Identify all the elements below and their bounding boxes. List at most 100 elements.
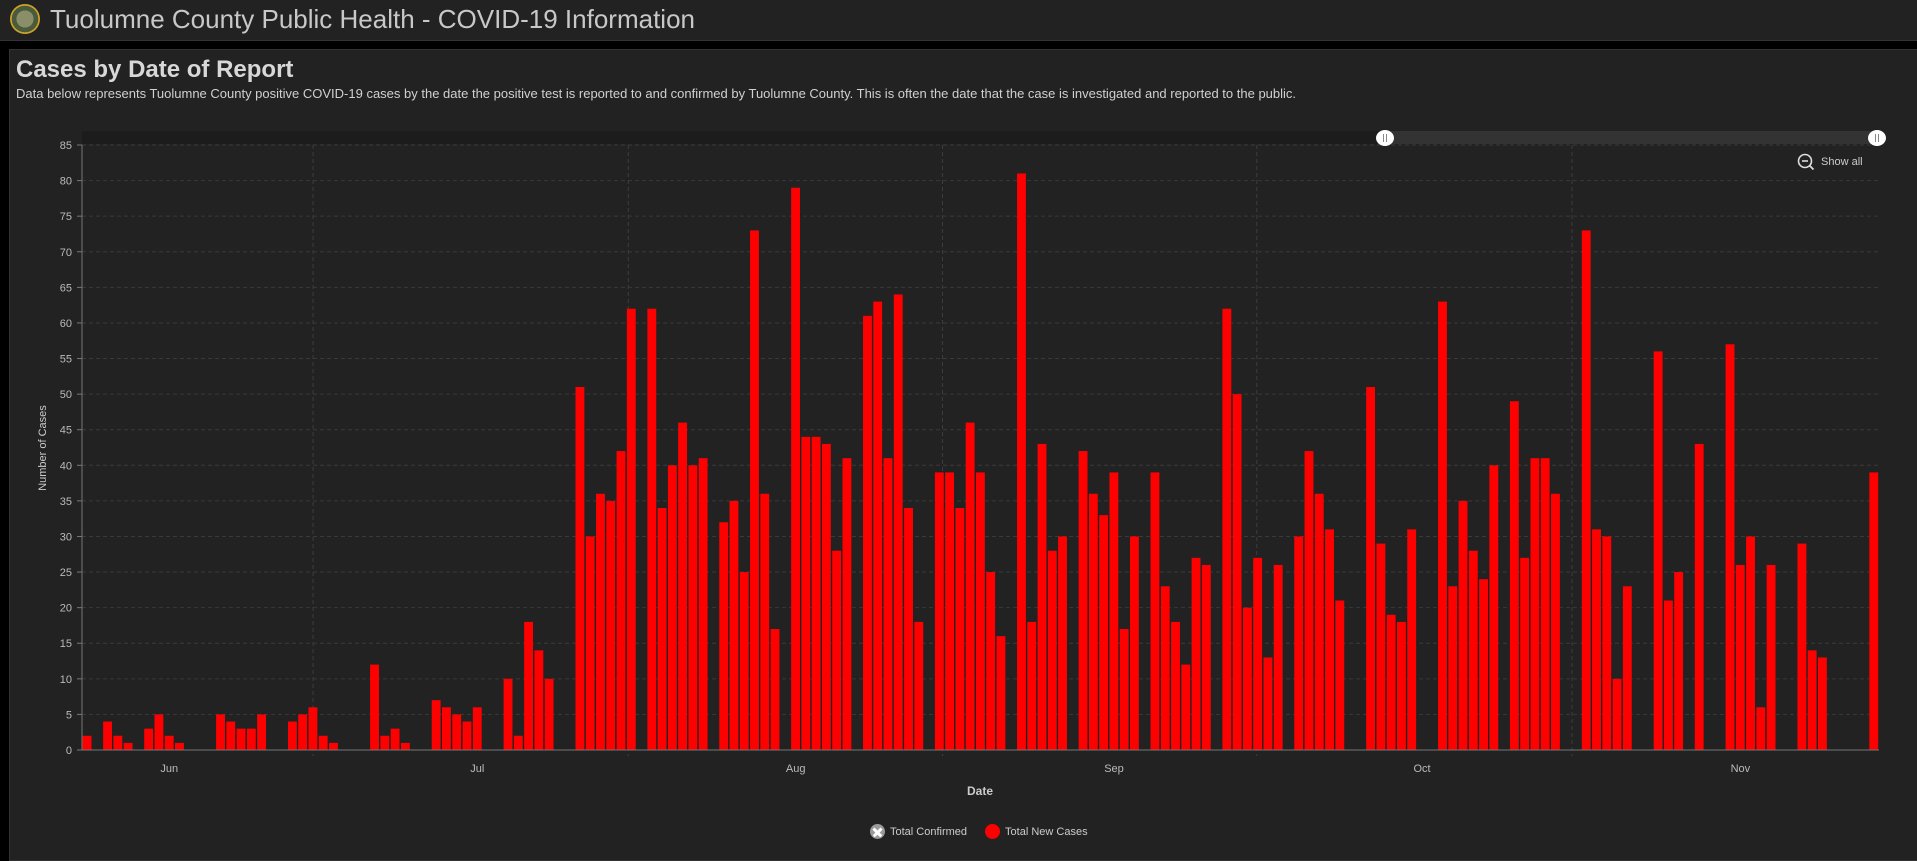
bar-total-new-cases[interactable] xyxy=(821,443,831,750)
bar-total-new-cases[interactable] xyxy=(1592,529,1601,750)
bar-total-new-cases[interactable] xyxy=(914,621,924,750)
bar-total-new-cases[interactable] xyxy=(1099,515,1109,750)
bar-total-new-cases[interactable] xyxy=(1735,564,1745,750)
bar-total-new-cases[interactable] xyxy=(1027,621,1037,750)
bar-total-new-cases[interactable] xyxy=(370,664,379,750)
bar-total-new-cases[interactable] xyxy=(965,422,975,750)
bar-total-new-cases[interactable] xyxy=(1304,451,1314,750)
bar-total-new-cases[interactable] xyxy=(934,472,944,750)
bar-total-new-cases[interactable] xyxy=(729,500,739,750)
bar-total-new-cases[interactable] xyxy=(1509,401,1519,750)
bar-total-new-cases[interactable] xyxy=(1489,465,1499,750)
slider-handle-left[interactable] xyxy=(1376,130,1394,146)
bar-total-new-cases[interactable] xyxy=(1438,301,1447,750)
bar-total-new-cases[interactable] xyxy=(1017,173,1026,750)
bar-total-new-cases[interactable] xyxy=(329,742,338,750)
bar-total-new-cases[interactable] xyxy=(667,465,677,750)
bar-total-new-cases[interactable] xyxy=(472,707,482,750)
bar-total-new-cases[interactable] xyxy=(770,629,780,750)
bar-total-new-cases[interactable] xyxy=(318,735,328,750)
bar-total-new-cases[interactable] xyxy=(975,472,985,750)
bar-total-new-cases[interactable] xyxy=(1047,550,1057,750)
bar-total-new-cases[interactable] xyxy=(1171,621,1180,750)
slider-selected-range[interactable] xyxy=(1385,131,1879,144)
bar-total-new-cases[interactable] xyxy=(1458,500,1468,750)
bar-total-new-cases[interactable] xyxy=(1520,557,1530,750)
bar-total-new-cases[interactable] xyxy=(1407,529,1417,750)
bar-total-new-cases[interactable] xyxy=(1869,472,1879,750)
bar-total-new-cases[interactable] xyxy=(1756,707,1766,750)
bar-total-new-cases[interactable] xyxy=(1109,472,1119,750)
bar-total-new-cases[interactable] xyxy=(175,742,184,750)
bar-total-new-cases[interactable] xyxy=(1325,529,1334,750)
bar-total-new-cases[interactable] xyxy=(164,735,174,750)
bar-total-new-cases[interactable] xyxy=(1725,344,1735,750)
bar-total-new-cases[interactable] xyxy=(1612,678,1622,750)
bar-total-new-cases[interactable] xyxy=(1119,629,1129,750)
bar-total-new-cases[interactable] xyxy=(154,714,164,750)
legend-item-total-confirmed[interactable]: Total Confirmed xyxy=(870,824,967,839)
bar-total-new-cases[interactable] xyxy=(1263,657,1273,750)
bar-total-new-cases[interactable] xyxy=(544,678,554,750)
bar-total-new-cases[interactable] xyxy=(986,572,996,750)
bar-total-new-cases[interactable] xyxy=(873,301,883,750)
bar-total-new-cases[interactable] xyxy=(462,721,472,750)
bar-total-new-cases[interactable] xyxy=(1653,351,1663,750)
bar-total-new-cases[interactable] xyxy=(1314,493,1324,750)
bar-total-new-cases[interactable] xyxy=(1181,664,1191,750)
bar-total-new-cases[interactable] xyxy=(1150,472,1160,750)
bar-total-new-cases[interactable] xyxy=(647,308,657,750)
bar-total-new-cases[interactable] xyxy=(1160,586,1170,750)
bar-total-new-cases[interactable] xyxy=(1058,536,1067,750)
bar-total-new-cases[interactable] xyxy=(626,308,636,750)
bar-total-new-cases[interactable] xyxy=(236,728,246,750)
bar-total-new-cases[interactable] xyxy=(1602,536,1612,750)
bar-total-new-cases[interactable] xyxy=(585,536,595,750)
bar-total-new-cases[interactable] xyxy=(226,721,236,750)
bar-total-new-cases[interactable] xyxy=(1622,586,1632,750)
bar-total-new-cases[interactable] xyxy=(760,493,770,750)
bar-total-new-cases[interactable] xyxy=(1746,536,1755,750)
bar-total-new-cases[interactable] xyxy=(380,735,390,750)
bar-total-new-cases[interactable] xyxy=(739,572,749,750)
bar-total-new-cases[interactable] xyxy=(1581,230,1591,751)
bar-total-new-cases[interactable] xyxy=(1530,458,1540,750)
bar-total-new-cases[interactable] xyxy=(863,315,872,750)
bar-total-new-cases[interactable] xyxy=(123,742,133,750)
bar-total-new-cases[interactable] xyxy=(616,451,626,750)
bar-total-new-cases[interactable] xyxy=(113,735,123,750)
bar-total-new-cases[interactable] xyxy=(1551,493,1560,750)
bar-total-new-cases[interactable] xyxy=(1468,550,1478,750)
bar-total-new-cases[interactable] xyxy=(945,472,955,750)
bar-total-new-cases[interactable] xyxy=(1376,543,1386,750)
bar-total-new-cases[interactable] xyxy=(298,714,308,750)
bar-total-new-cases[interactable] xyxy=(513,735,523,750)
bar-total-new-cases[interactable] xyxy=(308,707,318,750)
bar-total-new-cases[interactable] xyxy=(832,550,842,750)
bar-total-new-cases[interactable] xyxy=(452,714,462,750)
slider-handle-right[interactable] xyxy=(1868,130,1886,146)
bar-total-new-cases[interactable] xyxy=(246,728,256,750)
bar-total-new-cases[interactable] xyxy=(606,500,616,750)
bar-total-new-cases[interactable] xyxy=(801,436,811,750)
bar-total-new-cases[interactable] xyxy=(1797,543,1807,750)
bar-total-new-cases[interactable] xyxy=(1674,572,1684,750)
bar-total-new-cases[interactable] xyxy=(698,458,708,750)
bar-total-new-cases[interactable] xyxy=(503,678,513,750)
bar-total-new-cases[interactable] xyxy=(1386,614,1396,750)
legend-item-total-new-cases[interactable]: Total New Cases xyxy=(985,824,1088,839)
bar-total-new-cases[interactable] xyxy=(1037,443,1047,750)
bar-total-new-cases[interactable] xyxy=(893,294,903,750)
bar-total-new-cases[interactable] xyxy=(103,721,113,750)
bar-total-new-cases[interactable] xyxy=(688,465,698,750)
bar-total-new-cases[interactable] xyxy=(1078,451,1088,750)
bar-total-new-cases[interactable] xyxy=(904,508,913,750)
bar-total-new-cases[interactable] xyxy=(811,436,821,750)
bar-total-new-cases[interactable] xyxy=(657,508,667,750)
bar-total-new-cases[interactable] xyxy=(534,650,544,750)
bar-total-new-cases[interactable] xyxy=(1448,586,1458,750)
bar-total-new-cases[interactable] xyxy=(1366,387,1376,750)
bar-total-new-cases[interactable] xyxy=(1129,536,1139,750)
bar-total-new-cases[interactable] xyxy=(1663,600,1673,750)
bar-total-new-cases[interactable] xyxy=(1479,579,1488,750)
